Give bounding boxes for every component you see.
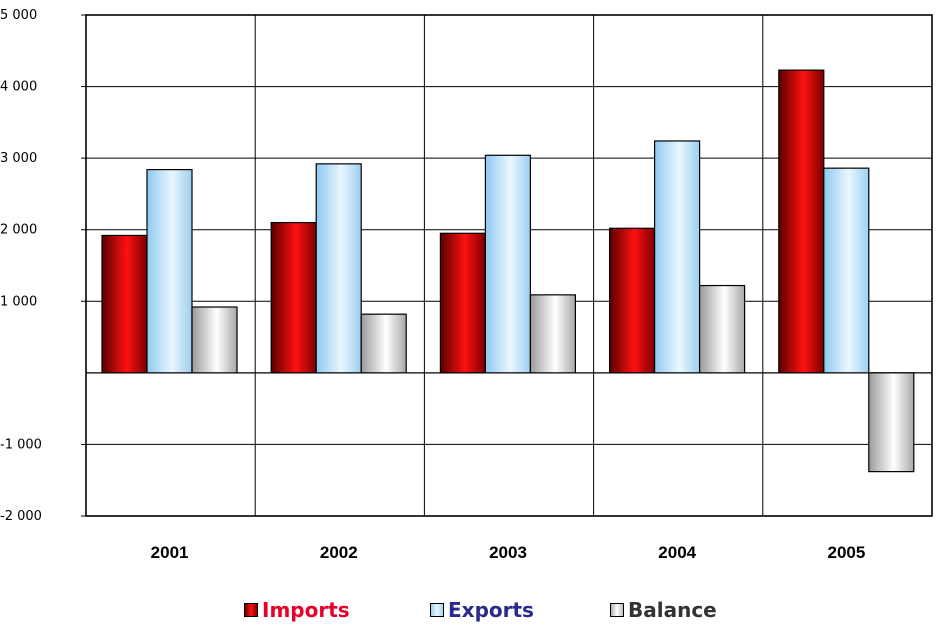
x-category-label: 2004: [658, 543, 696, 562]
bar-exports-2001: [146, 168, 193, 374]
chart-bars: [101, 69, 915, 473]
bar-exports-2003: [484, 154, 531, 374]
bar-chart: 5 000 4 000 3 000 2 000 1 000 -1 000 -2 000 20…: [0, 8, 933, 562]
bar-balance-2001: [191, 306, 238, 374]
legend-swatch-imports: [244, 603, 258, 617]
plot-frame: [85, 14, 933, 517]
bar-imports-2003: [439, 232, 486, 374]
legend-swatch-balance: [610, 603, 624, 617]
plot-area-border: [85, 14, 933, 517]
legend-label-exports: Exports: [448, 598, 534, 622]
y-tick-label: 4 000: [0, 80, 37, 95]
bar-balance-2004: [698, 284, 746, 374]
legend-swatch-exports: [430, 603, 444, 617]
legend-item-imports: Imports: [244, 598, 350, 622]
bar-imports-2002: [270, 221, 317, 374]
legend-label-balance: Balance: [628, 598, 717, 622]
bar-imports-2005: [778, 69, 825, 374]
chart-legend: Imports Exports Balance: [0, 598, 936, 628]
y-tick-label: 3 000: [0, 151, 37, 166]
x-category-label: 2003: [489, 543, 527, 562]
bar-imports-2004: [608, 227, 656, 374]
y-tick-label: -1 000: [0, 437, 42, 452]
y-tick-label: 5 000: [0, 8, 37, 23]
y-tick-label: 2 000: [0, 223, 37, 238]
y-axis-ticks: 5 000 4 000 3 000 2 000 1 000 -1 000 -2 000: [0, 8, 86, 524]
bar-balance-2002: [360, 313, 407, 374]
y-tick-label: -2 000: [0, 509, 42, 524]
bar-exports-2002: [315, 163, 362, 374]
bar-imports-2001: [101, 234, 148, 374]
bar-balance-2003: [529, 294, 577, 374]
legend-label-imports: Imports: [262, 598, 350, 622]
legend-item-balance: Balance: [610, 598, 717, 622]
y-tick-label: 1 000: [0, 294, 37, 309]
x-category-label: 2001: [151, 543, 189, 562]
x-category-label: 2005: [827, 543, 865, 562]
bar-exports-2005: [823, 167, 870, 374]
legend-item-exports: Exports: [430, 598, 534, 622]
x-axis-categories: 2001 2002 2003 2004 2005: [151, 543, 866, 562]
bar-balance-2005: [868, 372, 915, 473]
x-category-label: 2002: [320, 543, 358, 562]
bar-exports-2004: [653, 140, 701, 374]
